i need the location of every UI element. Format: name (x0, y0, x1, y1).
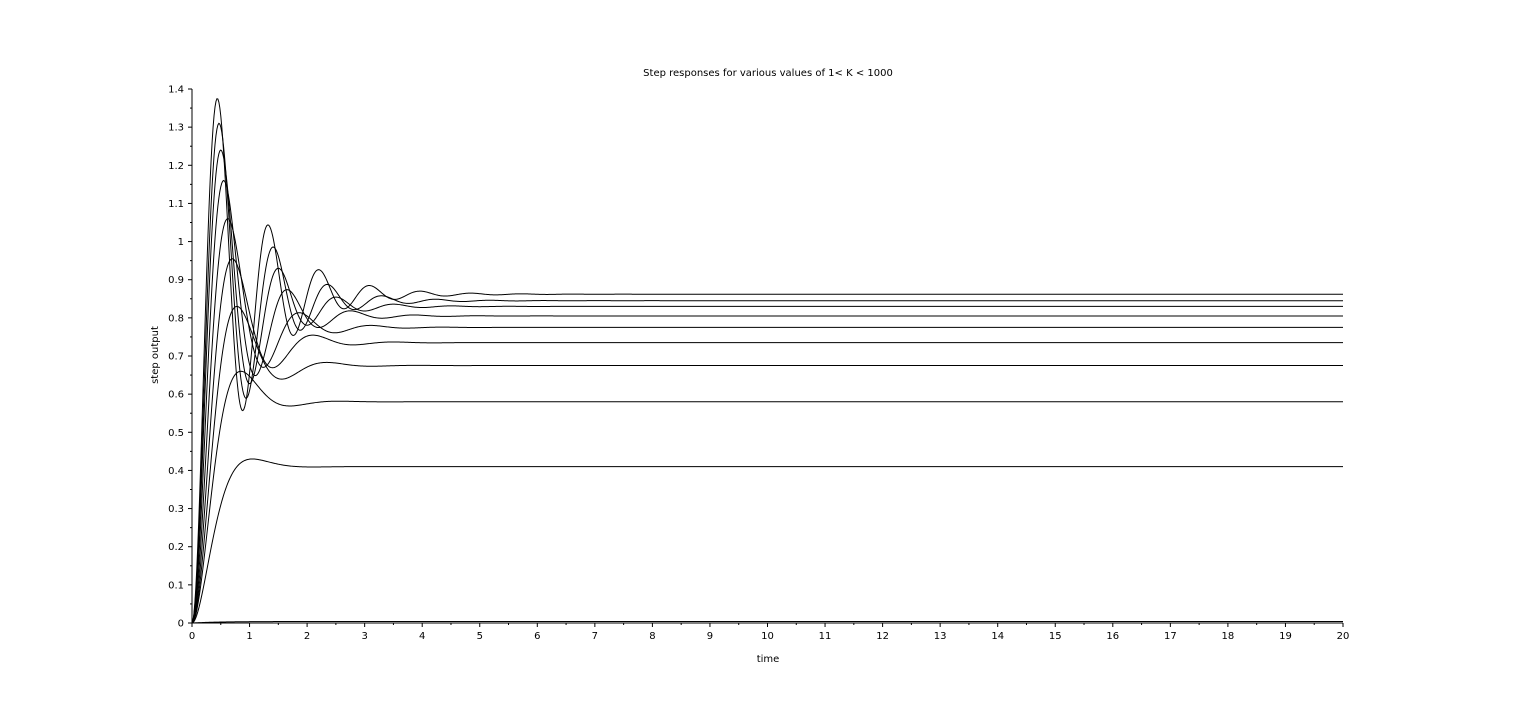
x-axis-label: time (757, 654, 780, 665)
x-tick-label: 0 (189, 631, 195, 642)
y-tick-label: 0.3 (168, 504, 184, 515)
y-tick-label: 1 (178, 237, 184, 248)
x-tick-label: 17 (1164, 631, 1177, 642)
y-tick-label: 0.9 (168, 275, 184, 286)
x-tick-label: 1 (246, 631, 252, 642)
y-tick-label: 0.7 (168, 352, 184, 363)
x-tick-label: 3 (361, 631, 367, 642)
x-tick-label: 10 (761, 631, 774, 642)
y-tick-label: 0.8 (168, 313, 184, 324)
series-line-2 (191, 458, 1343, 624)
y-tick-label: 1.3 (168, 123, 184, 134)
x-tick-label: 4 (419, 631, 425, 642)
series-line-3 (191, 370, 1343, 624)
series-line-1 (191, 620, 1343, 624)
y-tick-label: 0.4 (168, 466, 184, 477)
x-tick-label: 5 (477, 631, 483, 642)
y-tick-label: 0 (178, 619, 184, 630)
x-tick-label: 12 (876, 631, 889, 642)
ticks: 0 1 2 3 4 5 6 7 8 9 10 11 12 13 14 15 16 17 18 19 2000.10.20… (168, 85, 1349, 643)
y-tick-label: 1.1 (168, 199, 184, 210)
x-tick-label: 19 (1279, 631, 1292, 642)
y-tick-label: 1.4 (168, 85, 184, 96)
series-line-5 (191, 258, 1343, 624)
x-tick-label: 7 (592, 631, 598, 642)
series-line-7 (191, 179, 1343, 624)
y-tick-label: 0.1 (168, 580, 184, 591)
y-tick-label: 0.5 (168, 428, 184, 439)
series-line-8 (191, 149, 1343, 624)
series-group (191, 98, 1343, 624)
x-tick-label: 20 (1337, 631, 1350, 642)
chart-title: Step responses for various values of 1< … (643, 68, 893, 79)
series-line-6 (191, 218, 1343, 624)
x-tick-label: 18 (1222, 631, 1235, 642)
x-tick-label: 9 (707, 631, 713, 642)
y-tick-label: 1.2 (168, 161, 184, 172)
x-tick-label: 16 (1106, 631, 1119, 642)
x-tick-label: 11 (819, 631, 832, 642)
series-line-9 (191, 122, 1343, 624)
series-line-10 (191, 98, 1343, 624)
x-tick-label: 15 (1049, 631, 1062, 642)
x-tick-label: 14 (991, 631, 1004, 642)
y-tick-label: 0.6 (168, 390, 184, 401)
x-tick-label: 6 (534, 631, 540, 642)
series-line-4 (191, 305, 1343, 624)
x-tick-label: 8 (649, 631, 655, 642)
x-tick-label: 2 (304, 631, 310, 642)
y-axis-label: step output (150, 326, 161, 384)
y-tick-label: 0.2 (168, 542, 184, 553)
x-tick-label: 13 (934, 631, 947, 642)
axes (191, 89, 1343, 624)
